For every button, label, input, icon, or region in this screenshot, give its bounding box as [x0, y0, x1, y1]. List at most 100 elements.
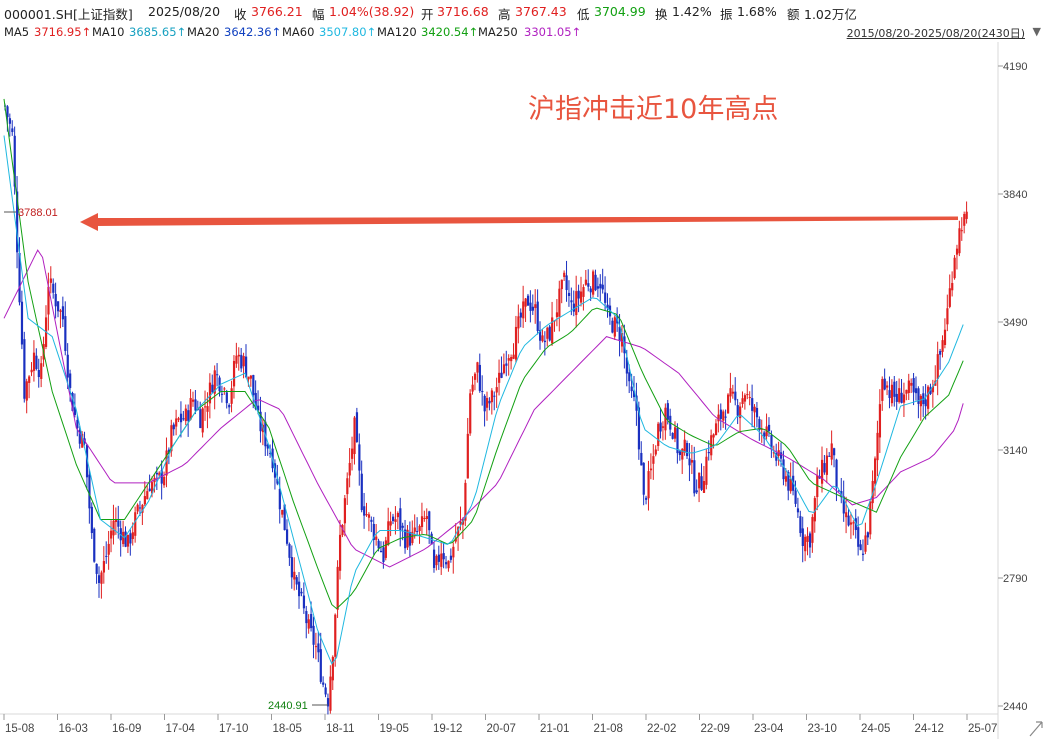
candle-body	[695, 490, 698, 493]
candle-body	[57, 301, 60, 312]
candle-body	[146, 491, 149, 500]
ma120-value: 3420.54↑	[421, 25, 479, 39]
candle-body	[206, 406, 209, 412]
candle-body	[700, 476, 703, 490]
candle-body	[905, 389, 908, 394]
candle-body	[787, 472, 790, 491]
amount-label: 额	[787, 7, 800, 22]
candle-body	[334, 614, 337, 657]
candle-body	[488, 400, 491, 404]
x-tick-label: 24-12	[915, 723, 944, 735]
ma5-value: 3716.95↑	[34, 25, 92, 39]
candle-body	[579, 291, 583, 303]
candle-body	[567, 292, 571, 296]
candle-body	[874, 458, 877, 484]
candle-body	[447, 560, 450, 569]
candle-body	[372, 523, 375, 541]
candle-body	[536, 301, 539, 331]
candle-body	[808, 533, 812, 548]
candle-body	[743, 395, 747, 402]
candle-body	[283, 504, 286, 531]
candle-body	[290, 557, 293, 578]
candle-body	[551, 317, 554, 344]
candle-body	[471, 384, 474, 392]
candle-body	[365, 514, 368, 516]
y-tick-label: 3840	[1003, 189, 1027, 201]
candle-body	[105, 555, 108, 557]
candle-body	[529, 302, 532, 311]
candle-body	[249, 375, 253, 379]
candle-body	[61, 306, 65, 320]
candle-body	[126, 535, 130, 547]
candle-body	[76, 419, 79, 429]
amplitude-value: 1.68%	[737, 4, 777, 19]
candle-body	[746, 394, 749, 396]
candle-body	[170, 425, 173, 452]
candle-body	[693, 460, 696, 494]
candle-body	[654, 449, 657, 455]
date-range-selector[interactable]: 2015/08/20-2025/08/20(2430日)	[846, 27, 1025, 40]
candle-body	[37, 369, 40, 378]
candle-body	[927, 386, 930, 409]
candle-body	[647, 471, 650, 499]
x-tick-label: 21-01	[540, 723, 569, 735]
x-tick-label: 16-03	[59, 723, 88, 735]
candle-body	[825, 455, 829, 475]
candle-body	[305, 611, 308, 624]
candle-body	[673, 427, 677, 439]
candle-body	[459, 521, 462, 525]
candle-body	[601, 284, 604, 290]
low-marker-label: 2440.91	[268, 700, 308, 712]
candle-body	[240, 354, 243, 369]
candle-body	[519, 312, 522, 318]
candle-body	[177, 418, 180, 420]
candle-body	[811, 517, 814, 543]
candle-body	[741, 398, 744, 404]
ma250-value: 3301.05↑	[524, 25, 582, 39]
candle-body	[584, 279, 588, 285]
candle-body	[158, 472, 161, 476]
candle-body	[194, 399, 197, 411]
open-value: 3716.68	[437, 4, 489, 19]
candle-body	[237, 354, 240, 357]
candle-body	[88, 474, 91, 509]
candle-body	[652, 456, 655, 464]
candle-body	[534, 304, 537, 309]
candle-body	[541, 335, 544, 342]
candle-body	[281, 510, 284, 515]
candle-body	[690, 460, 694, 463]
candle-body	[143, 496, 146, 505]
candle-body	[225, 392, 228, 404]
candle-body	[582, 287, 585, 297]
candle-body	[881, 379, 884, 401]
candle-body	[878, 404, 882, 438]
candle-body	[531, 306, 534, 311]
candle-body	[866, 532, 869, 538]
candle-body	[138, 507, 142, 509]
candle-body	[514, 326, 518, 360]
candle-body	[302, 595, 306, 609]
candle-body	[40, 363, 43, 379]
candle-body	[269, 453, 272, 455]
triangle-down-icon[interactable]: ▼	[1032, 25, 1041, 38]
x-tick-label: 21-08	[594, 723, 623, 735]
candle-body	[592, 271, 595, 295]
candle-body	[399, 508, 402, 531]
candle-body	[739, 406, 742, 419]
x-tick-label: 17-10	[219, 723, 248, 735]
candle-body	[852, 522, 855, 524]
candle-body	[888, 390, 891, 398]
candle-body	[546, 327, 549, 339]
x-tick-label: 25-07	[968, 723, 997, 735]
candle-body	[939, 350, 942, 355]
candle-body	[748, 396, 751, 399]
candle-body	[387, 521, 390, 545]
candle-body	[736, 405, 739, 416]
candle-body	[917, 388, 920, 404]
x-tick-label: 16-09	[112, 723, 141, 735]
ma5-label: MA5	[4, 25, 30, 39]
candle-body	[481, 390, 484, 392]
candle-body	[232, 360, 236, 387]
candle-body	[758, 418, 761, 430]
candle-body	[628, 372, 631, 382]
